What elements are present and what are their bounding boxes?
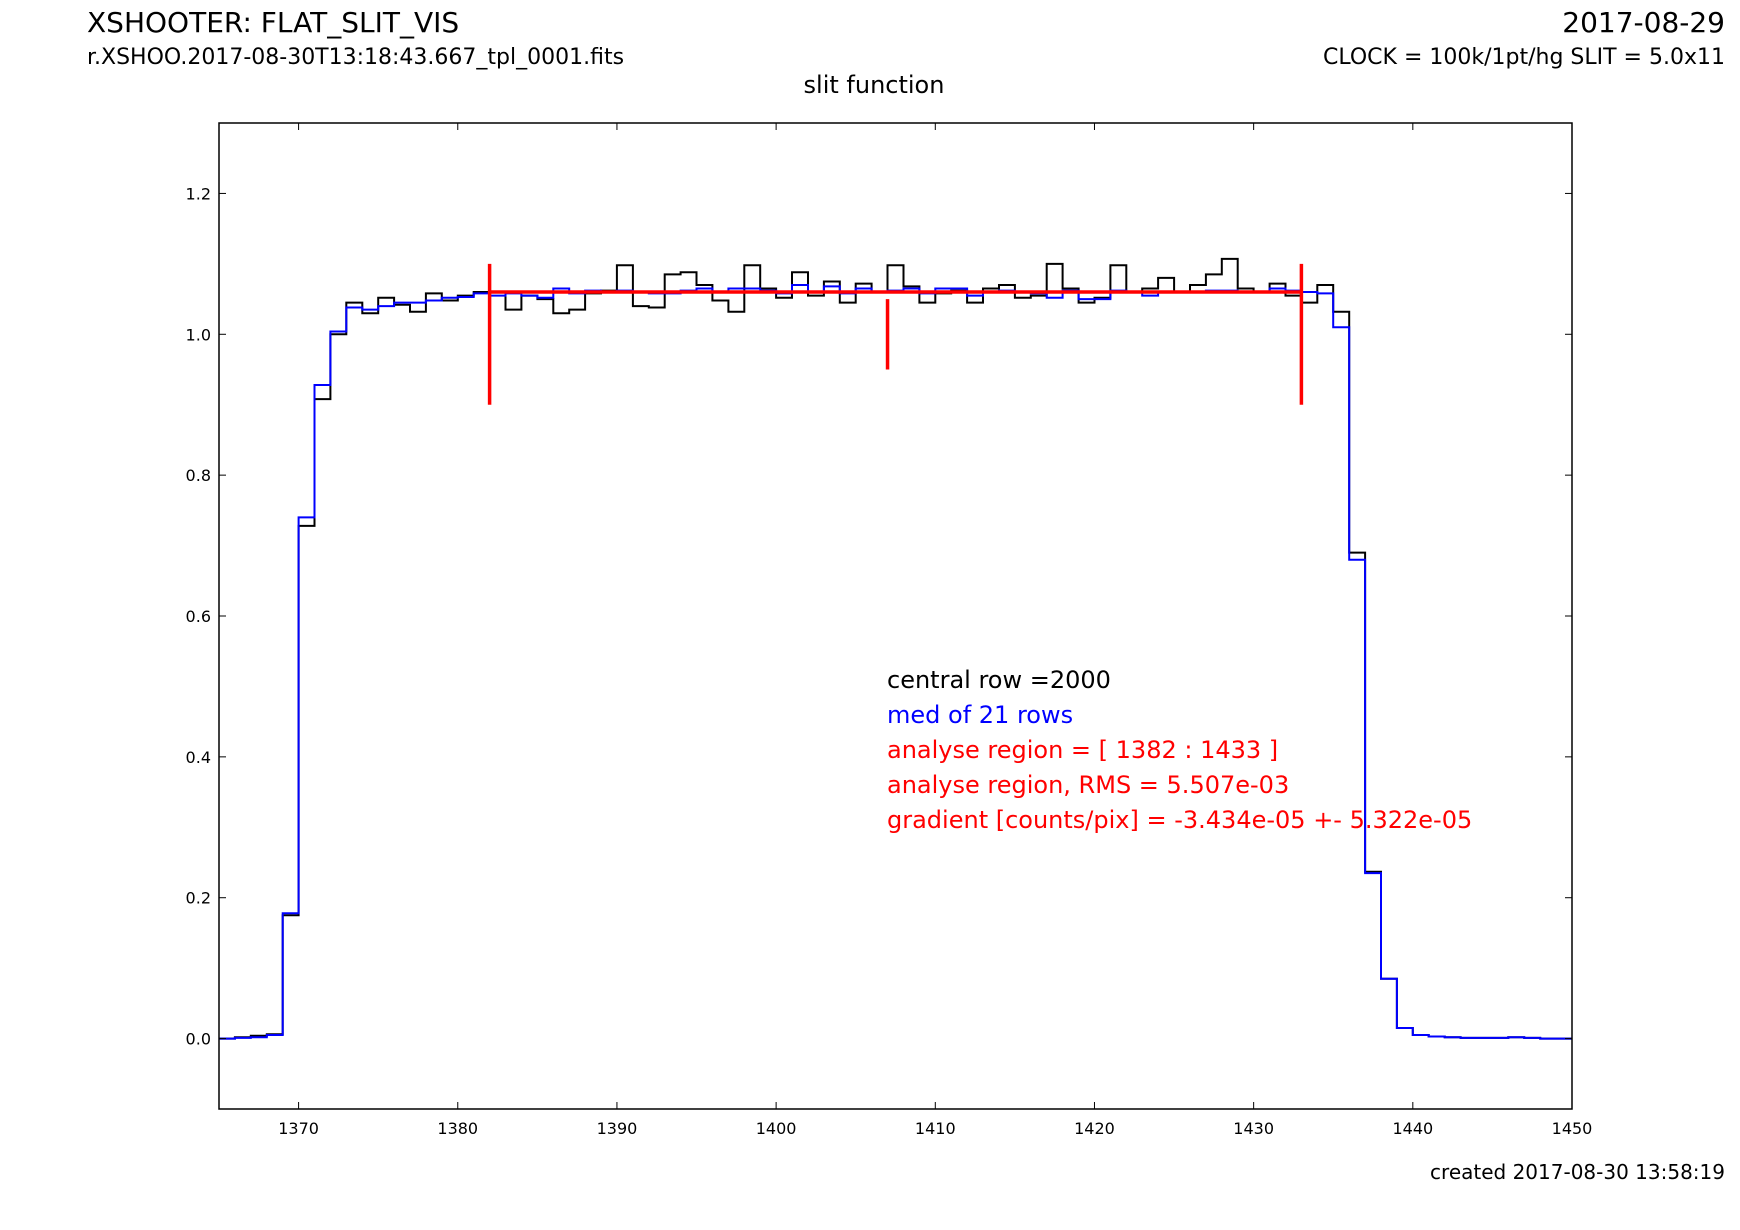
x-tick-label-5: 1420 bbox=[1074, 1119, 1115, 1138]
y-tick-label-4: 0.8 bbox=[186, 466, 211, 485]
y-tick-label-3: 0.6 bbox=[186, 607, 211, 626]
series-line-1 bbox=[219, 284, 1572, 1040]
x-tick-label-0: 1370 bbox=[278, 1119, 319, 1138]
y-tick-label-1: 0.2 bbox=[186, 889, 211, 908]
y-tick-label-2: 0.4 bbox=[186, 748, 211, 767]
report-date: 2017-08-29 bbox=[1562, 6, 1725, 39]
y-tick-label-6: 1.2 bbox=[186, 184, 211, 203]
report-title: XSHOOTER: FLAT_SLIT_VIS bbox=[87, 6, 460, 39]
y-tick-label-5: 1.0 bbox=[186, 325, 211, 344]
created-timestamp: created 2017-08-30 13:58:19 bbox=[1430, 1160, 1725, 1184]
x-tick-label-3: 1400 bbox=[756, 1119, 797, 1138]
chart-title: slit function bbox=[803, 71, 945, 99]
x-tick-label-4: 1410 bbox=[915, 1119, 956, 1138]
series-line-0 bbox=[219, 257, 1572, 1040]
x-tick-label-1: 1380 bbox=[437, 1119, 478, 1138]
clock-slit-info: CLOCK = 100k/1pt/hg SLIT = 5.0x11 bbox=[1323, 45, 1725, 70]
x-tick-label-6: 1430 bbox=[1233, 1119, 1274, 1138]
annotation-4: gradient [counts/pix] = -3.434e-05 +- 5.… bbox=[887, 806, 1472, 834]
y-tick-label-0: 0.0 bbox=[186, 1030, 211, 1049]
annotation-3: analyse region, RMS = 5.507e-03 bbox=[887, 771, 1289, 799]
x-tick-label-7: 1440 bbox=[1392, 1119, 1433, 1138]
x-tick-label-2: 1390 bbox=[597, 1119, 638, 1138]
fits-filename: r.XSHOO.2017-08-30T13:18:43.667_tpl_0001… bbox=[87, 45, 625, 70]
annotation-2: analyse region = [ 1382 : 1433 ] bbox=[887, 736, 1278, 764]
x-tick-label-8: 1450 bbox=[1552, 1119, 1593, 1138]
annotation-1: med of 21 rows bbox=[887, 701, 1073, 729]
plot-frame bbox=[218, 122, 1573, 1110]
annotation-0: central row =2000 bbox=[887, 666, 1111, 694]
